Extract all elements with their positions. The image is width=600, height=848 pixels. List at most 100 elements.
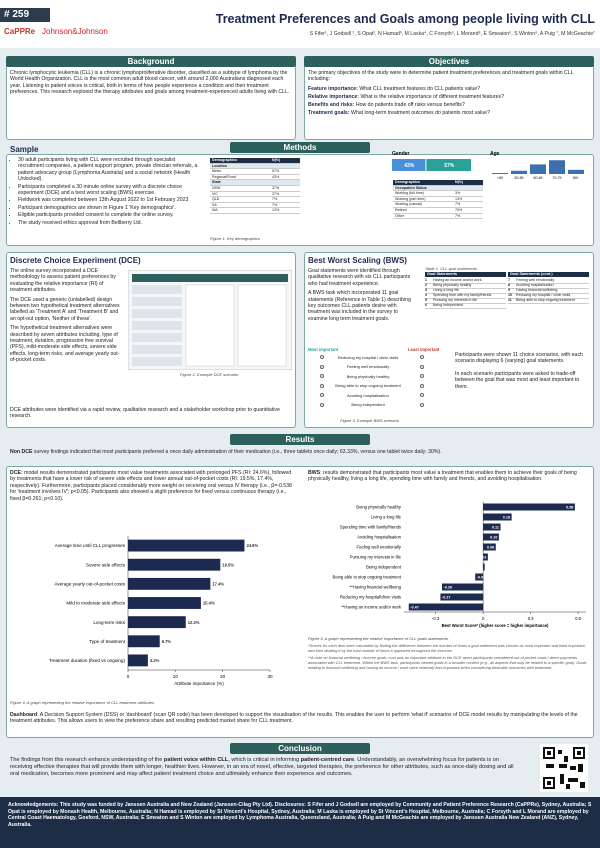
bullet: Participant demographics are shown in Fi… [18, 205, 200, 211]
text-segment: , which is critical in informing [228, 757, 301, 763]
option-text: Reducing my hospital / clinic visits [337, 354, 399, 360]
goal-text: Spending time with my family/friends [433, 293, 492, 297]
x-tick-label: 0 [482, 616, 485, 621]
goal-row: 7 Feeling well emotionally [508, 278, 589, 284]
text-segment: This study was funded by Janssen Austral… [58, 802, 275, 808]
caption: Figure 5. A graph representing the relat… [308, 636, 449, 641]
table-cell: Demographics [393, 180, 453, 186]
table-cell: 7% [453, 213, 483, 220]
goal-number: 10 [508, 293, 512, 297]
table-cell: SA [210, 202, 270, 209]
goal-row: 8 Avoiding hospitalisation [508, 283, 589, 289]
label: Non DCE [10, 449, 33, 455]
table-cell: Metro [210, 168, 270, 175]
bar [128, 539, 245, 552]
bullet: 30 adult participants living with CLL we… [18, 157, 200, 183]
bar [128, 654, 148, 667]
body-text: The primary objectives of the study were… [308, 70, 574, 83]
option-text: Feeling well emotionally [346, 364, 390, 369]
table-header: Goal Statements (cont.) [508, 272, 589, 277]
table-cell: N(%) [270, 158, 300, 164]
table-cell: 43% [270, 174, 300, 181]
bar [483, 503, 575, 511]
dce-example-figure [128, 270, 292, 370]
table-row: NSW 37% [210, 185, 300, 192]
table-row: Working (part time) 13% [393, 196, 483, 203]
table-cell: 13% [270, 207, 300, 214]
column-label: Most important [308, 347, 339, 352]
table-header-row: Demographics N(%) [393, 180, 483, 186]
bar [483, 543, 496, 551]
data-label: -0.26 [443, 585, 452, 589]
table-cell: WA [210, 207, 270, 214]
objective-item: Benefits and risks: How do patients trad… [308, 102, 590, 108]
objectives-box [304, 56, 594, 140]
qr-eye-centers [547, 751, 581, 785]
body-text: What CLL treatment features do CLL patie… [357, 85, 481, 92]
body-text: Goal statements were identified through … [308, 268, 411, 287]
age-bar [511, 170, 527, 174]
x-tick-label: 0 [127, 674, 130, 679]
goal-number: 7 [508, 278, 510, 282]
goal-number: 4 [425, 293, 427, 297]
bar [483, 513, 512, 521]
table-row: SA 7% [210, 202, 300, 209]
section-heading: Background [6, 56, 296, 67]
table-row: Location [210, 163, 300, 170]
table-cell: Working (part time) [393, 196, 453, 203]
caption: Figure 2. Example DCE scenario [180, 372, 239, 377]
objective-list: Feature importance: What CLL treatment f… [308, 86, 590, 116]
table-cell: Working (casual) [393, 201, 453, 208]
goal-number: 11 [508, 298, 512, 302]
data-label: -0.27 [442, 595, 451, 599]
table-cell [270, 163, 300, 170]
bar [483, 533, 499, 541]
label: Benefits and risks: [308, 101, 355, 108]
goal-row: 5 Pursuing my interests in life [425, 298, 506, 304]
goal-row: 4 Spending time with my family/friends [425, 293, 506, 299]
x-tick-label: 10 [173, 674, 179, 679]
bar [440, 593, 484, 601]
goal-row: 3 Living a long life [425, 288, 506, 294]
goal-text: Being physically healthy [433, 283, 472, 287]
chart-label: Gender [392, 151, 410, 157]
subheading: Sample [10, 145, 39, 154]
goal-table: Goal Statements Goal Statements (cont.) 1 H… [425, 272, 590, 309]
radio [320, 355, 324, 359]
body-text: In each scenario participants were asked… [455, 370, 580, 390]
table-cell [453, 185, 483, 192]
data-label: 0.58 [566, 505, 573, 509]
table-cell: 70% [453, 207, 483, 214]
table-row: Working (full time) 3% [393, 190, 483, 197]
goal-number: 9 [508, 288, 510, 292]
dashboard-text: Dashboard: A Decision Support System (DS… [10, 712, 590, 725]
table-row: Other 7% [393, 213, 483, 220]
bws-right-text: Participants were shown 11 choice scenar… [455, 352, 590, 396]
radio [320, 402, 324, 407]
qr-code[interactable] [540, 744, 588, 792]
table-cell: 3% [453, 190, 483, 197]
table: Demographics N(%) Location Metro 57% Regional… [210, 158, 300, 214]
goal-number: 3 [425, 288, 427, 292]
text-segment: Acknowledgements: [8, 802, 59, 808]
body-text: Participants were shown 11 choice scenar… [455, 352, 583, 365]
data-label: 0.10 [490, 535, 497, 539]
radio [320, 393, 324, 397]
table-cell: Demographics [210, 158, 270, 164]
y-tick-label: Being independent [366, 564, 402, 569]
table-cell: Occupation Status [393, 185, 453, 192]
y-tick-label: Reducing my hospital/clinic visits [340, 594, 401, 599]
bullet: The study received ethics approval from … [18, 220, 200, 226]
title: Treatment Preferences and Goals among pe… [215, 12, 595, 26]
bar [128, 577, 211, 590]
footer: Acknowledgements: This study was funded … [0, 797, 600, 848]
goal-row: 10 Reducing my hospital / clinic visits [508, 293, 589, 299]
goal-text: Living a long life [433, 288, 459, 292]
y-tick-label: Long-term risks [93, 620, 125, 625]
poster-number: # 259 [0, 8, 50, 22]
y-tick-label: Pursuing my interests in life [350, 554, 402, 559]
data-label: 17.4% [212, 581, 224, 586]
bar [483, 563, 485, 571]
goal-text: Being independent [433, 303, 463, 307]
